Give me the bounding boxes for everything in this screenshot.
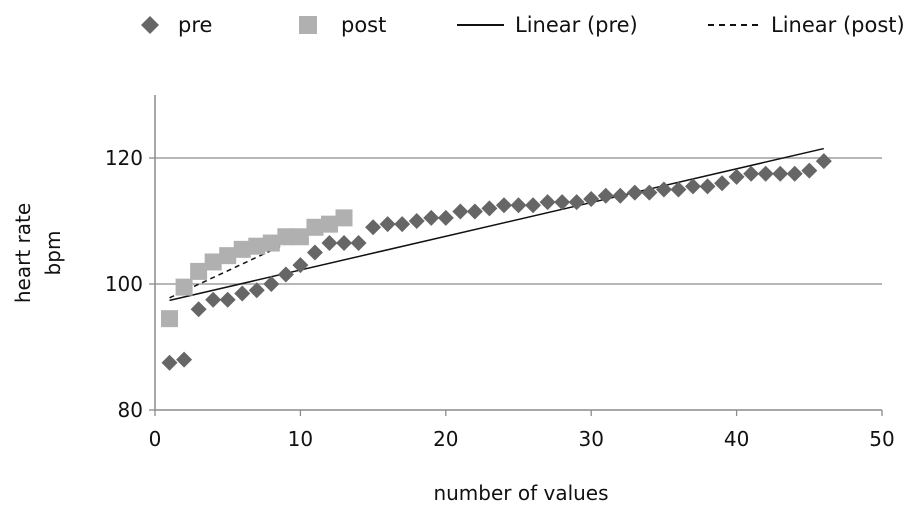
point-pre-1 — [176, 351, 193, 368]
point-post-4 — [219, 247, 237, 265]
point-post-9 — [291, 228, 309, 246]
point-pre-37 — [699, 178, 716, 195]
data-points — [161, 153, 832, 371]
point-pre-10 — [306, 244, 323, 261]
point-pre-7 — [263, 276, 280, 292]
legend-linear-pre-label: Linear (pre) — [515, 13, 638, 37]
axes — [154, 95, 882, 411]
point-pre-15 — [379, 216, 396, 233]
point-pre-5 — [234, 285, 251, 302]
point-pre-0 — [161, 354, 178, 371]
point-post-6 — [248, 237, 266, 255]
point-pre-42 — [772, 165, 789, 182]
y-tick-label-0: 80 — [118, 398, 143, 422]
point-pre-16 — [394, 216, 411, 233]
point-pre-43 — [786, 165, 803, 182]
gridlines — [155, 157, 882, 285]
point-pre-3 — [205, 291, 222, 308]
point-pre-21 — [466, 203, 483, 220]
point-post-7 — [262, 234, 280, 252]
legend-post-label: post — [341, 13, 386, 37]
point-pre-44 — [801, 162, 818, 179]
point-pre-39 — [728, 168, 745, 185]
point-pre-8 — [277, 266, 294, 283]
point-pre-29 — [583, 190, 600, 207]
point-pre-30 — [597, 187, 614, 204]
ticks: 80 100 120 0 10 20 30 40 50 — [105, 146, 895, 451]
point-pre-25 — [525, 197, 542, 214]
x-tick-label-0: 0 — [149, 427, 162, 451]
y-tick-label-2: 120 — [105, 146, 143, 170]
point-pre-45 — [815, 153, 832, 170]
point-pre-12 — [336, 235, 353, 252]
trendline-linear-pre — [169, 147, 825, 302]
legend-linear-post-label: Linear (post) — [771, 13, 905, 37]
legend: pre post Linear (pre) Linear (post) — [141, 13, 905, 37]
point-pre-35 — [670, 181, 687, 198]
point-post-12 — [335, 209, 353, 227]
y-axis-title-line-2: bpm — [41, 231, 65, 276]
y-axis-title: heart rate bpm — [11, 203, 65, 303]
legend-pre-label: pre — [178, 13, 212, 37]
x-tick-label-5: 50 — [869, 427, 894, 451]
legend-pre-marker — [141, 16, 159, 34]
point-pre-38 — [714, 175, 731, 192]
point-pre-19 — [437, 209, 454, 226]
point-pre-23 — [495, 197, 512, 214]
trendlines — [169, 147, 825, 302]
point-post-8 — [277, 228, 295, 246]
point-pre-17 — [408, 213, 425, 229]
point-pre-32 — [626, 184, 643, 201]
point-pre-18 — [423, 209, 440, 226]
x-tick-label-2: 20 — [433, 427, 458, 451]
x-axis-title: number of values — [433, 481, 608, 505]
point-pre-2 — [190, 301, 207, 318]
x-tick-label-1: 10 — [288, 427, 313, 451]
point-post-11 — [320, 215, 338, 233]
point-pre-41 — [757, 165, 774, 182]
point-pre-20 — [452, 203, 469, 220]
point-pre-9 — [292, 257, 309, 274]
point-pre-28 — [568, 194, 585, 211]
legend-post-marker — [299, 16, 317, 34]
point-pre-24 — [510, 197, 527, 214]
point-pre-36 — [684, 178, 701, 195]
x-tick-label-4: 40 — [724, 427, 749, 451]
point-pre-31 — [612, 187, 629, 204]
y-axis-title-line-1: heart rate — [11, 203, 35, 303]
point-post-0 — [161, 310, 179, 328]
point-pre-33 — [641, 184, 658, 201]
point-pre-4 — [219, 291, 236, 308]
point-post-1 — [175, 278, 193, 296]
point-pre-27 — [554, 194, 571, 211]
point-pre-14 — [365, 219, 382, 236]
point-pre-34 — [655, 181, 672, 198]
point-post-3 — [204, 253, 222, 271]
point-pre-11 — [321, 235, 338, 252]
point-post-5 — [233, 240, 251, 258]
point-pre-40 — [743, 165, 760, 182]
point-pre-26 — [539, 194, 556, 211]
point-post-2 — [190, 262, 208, 280]
point-pre-22 — [481, 200, 498, 217]
x-tick-label-3: 30 — [578, 427, 603, 451]
point-pre-13 — [350, 235, 367, 252]
point-post-10 — [306, 218, 324, 236]
y-tick-label-1: 100 — [105, 272, 143, 296]
point-pre-6 — [248, 282, 265, 299]
